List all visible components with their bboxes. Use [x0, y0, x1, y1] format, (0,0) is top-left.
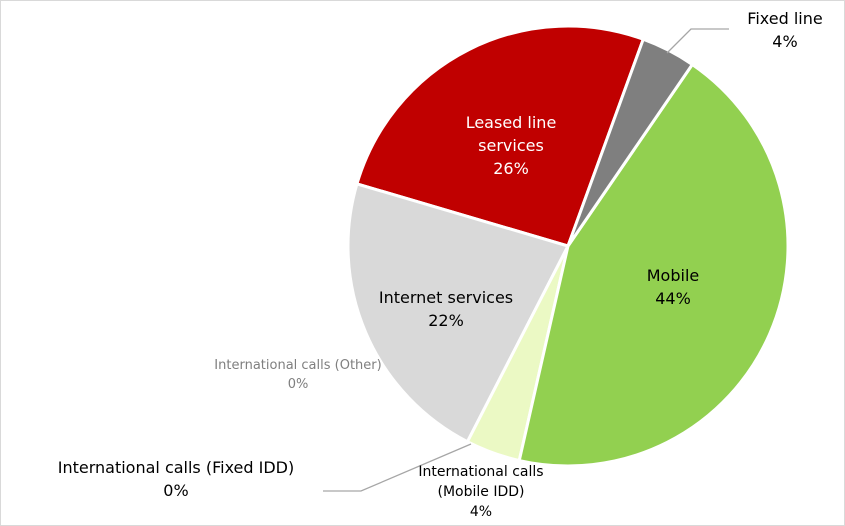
- category-label: Internet services: [378, 288, 514, 307]
- slice-label: International calls (Fixed IDD) 0%: [6, 456, 346, 502]
- category-label: Leased line services: [465, 113, 557, 155]
- slice-label: Leased line services 26%: [446, 111, 576, 180]
- slice-label: Internet services 22%: [346, 286, 546, 332]
- value-label: 44%: [655, 289, 691, 308]
- slice-label: Fixed line 4%: [725, 7, 844, 53]
- value-label: 26%: [493, 159, 529, 178]
- slice-label: International calls (Mobile IDD) 4%: [396, 462, 566, 522]
- category-label: Mobile: [646, 266, 700, 285]
- category-label: Fixed line: [747, 9, 823, 28]
- pie-slice: [346, 182, 571, 444]
- pie-slice: [517, 62, 790, 468]
- slice-label: Mobile 44%: [613, 264, 733, 310]
- leader-line: [323, 443, 472, 492]
- value-label: 22%: [428, 311, 464, 330]
- category-label: International calls (Mobile IDD): [418, 464, 544, 500]
- value-label: 0%: [287, 377, 309, 392]
- pie-slice: [566, 37, 695, 247]
- category-label: International calls (Fixed IDD): [57, 458, 295, 477]
- leader-line: [666, 28, 729, 54]
- pie-slice: [355, 24, 646, 248]
- slice-label: International calls (Other) 0%: [208, 356, 388, 394]
- value-label: 4%: [469, 504, 493, 520]
- value-label: 0%: [163, 481, 189, 500]
- value-label: 4%: [772, 32, 798, 51]
- category-label: International calls (Other): [214, 358, 382, 373]
